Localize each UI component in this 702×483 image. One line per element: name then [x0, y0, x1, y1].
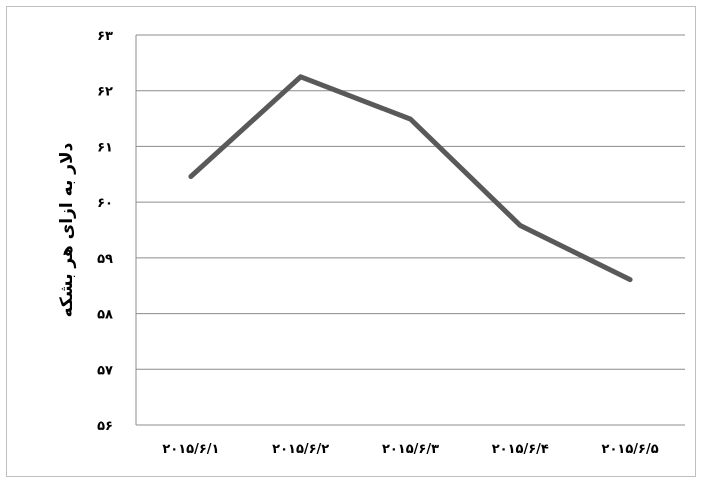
gridlines — [135, 34, 685, 426]
y-tick-label: ۶۲ — [97, 85, 113, 100]
chart-frame — [6, 6, 696, 477]
series-line — [188, 74, 633, 283]
y-tick-label: ۵۷ — [97, 363, 113, 378]
y-tick-label: ۵۶ — [97, 419, 113, 434]
x-tick-label: ۲۰۱۵/۶/۴ — [492, 442, 549, 457]
y-tick-label: ۵۸ — [97, 308, 113, 323]
x-tick-label: ۲۰۱۵/۶/۵ — [602, 442, 659, 457]
y-tick-label: ۶۳ — [97, 29, 113, 44]
x-tick-labels: ۲۰۱۵/۶/۱ ۲۰۱۵/۶/۲ ۲۰۱۵/۶/۳ ۲۰۱۵/۶/۴ ۲۰۱۵/۶/۵ — [162, 442, 658, 457]
series-group — [188, 74, 633, 283]
y-axis-label: دلار به ازای هر بشکه — [57, 142, 77, 317]
x-tick-label: ۲۰۱۵/۶/۱ — [162, 442, 219, 457]
x-tick-label: ۲۰۱۵/۶/۲ — [272, 442, 329, 457]
y-tick-label: ۵۹ — [97, 252, 113, 267]
y-tick-labels: ۵۶ ۵۷ ۵۸ ۵۹ ۶۰ ۶۱ ۶۲ ۶۳ — [97, 29, 113, 434]
y-tick-label: ۶۰ — [97, 196, 113, 211]
x-tick-label: ۲۰۱۵/۶/۳ — [382, 442, 439, 457]
y-tick-label: ۶۱ — [97, 140, 113, 155]
